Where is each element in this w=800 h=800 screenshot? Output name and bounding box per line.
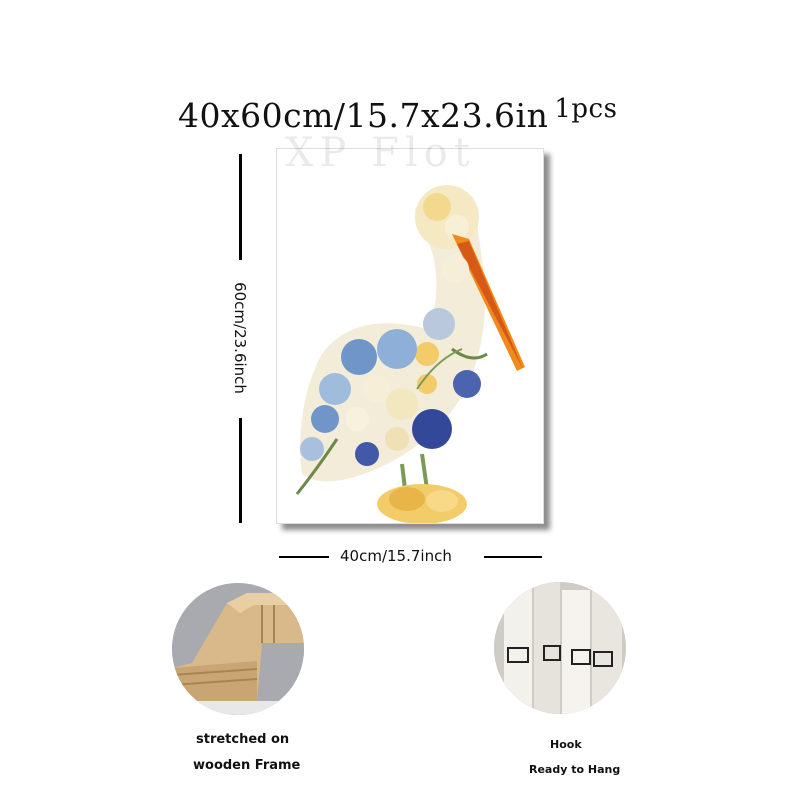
hook-icon	[494, 582, 626, 714]
frame-caption-line2: wooden Frame	[193, 758, 301, 773]
width-line-right	[484, 556, 542, 558]
height-line-top	[239, 154, 242, 260]
hook-photo	[494, 582, 626, 714]
wooden-frame-photo	[172, 583, 304, 715]
width-label: 40cm/15.7inch	[340, 547, 452, 565]
canvas-print	[276, 148, 544, 524]
quantity-text: 1pcs	[554, 94, 618, 124]
height-label: 60cm/23.6inch	[231, 282, 249, 394]
hook-caption-line2: Ready to Hang	[529, 763, 621, 776]
width-line-left	[279, 556, 329, 558]
pelican-artwork	[295, 185, 525, 524]
frame-caption-line1: stretched on	[196, 732, 290, 747]
frame-corner-icon	[172, 583, 304, 715]
height-line-bottom	[239, 418, 242, 523]
watermark: XP Flot	[285, 130, 476, 176]
size-title: 40x60cm/15.7x23.6in 1pcs	[178, 94, 618, 135]
hook-caption-line1: Hook	[550, 738, 582, 751]
size-text: 40x60cm/15.7x23.6in	[178, 96, 549, 135]
